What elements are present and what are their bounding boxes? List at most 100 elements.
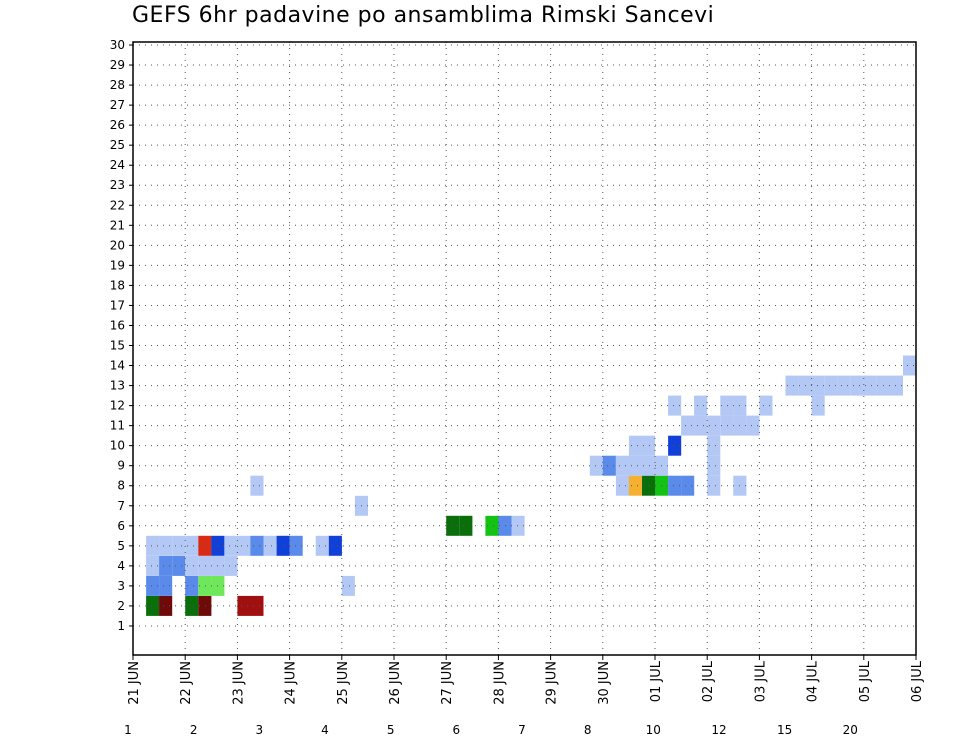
y-tick-label: 3 [117,579,125,593]
heatmap-cell [628,455,642,476]
heatmap-cell [903,355,917,376]
colorbar-label: 1 [124,723,132,737]
heatmap-cell [628,435,642,456]
y-tick-label: 24 [110,158,125,172]
y-tick-label: 8 [117,479,125,493]
y-tick-label: 30 [110,38,125,52]
heatmap-cell [185,555,199,576]
heatmap-cell [681,475,695,496]
y-tick-label: 7 [117,499,125,513]
y-tick-label: 29 [110,58,125,72]
y-tick-label: 14 [110,359,125,373]
heatmap-cell [615,475,629,496]
heatmap-cell [668,395,682,416]
heatmap-cell [315,535,329,556]
heatmap-cell [824,375,838,396]
colorbar-label: 8 [584,723,592,737]
colorbar-label: 4 [321,723,329,737]
heatmap-cell [198,555,212,576]
x-tick-label: 24 JUN [284,661,299,705]
x-tick-label: 29 JUN [545,661,560,705]
heatmap-cell [250,475,264,496]
heatmap-cell [185,575,199,596]
heatmap-cell [263,535,277,556]
heatmap-cell [328,535,342,556]
heatmap-cell [642,455,656,476]
heatmap-cell [198,535,212,556]
heatmap-cell [446,515,460,536]
heatmap-cell [707,415,721,436]
y-tick-label: 2 [117,599,125,613]
heatmap-cell [498,515,512,536]
heatmap-cell [850,375,864,396]
heatmap-cell [642,435,656,456]
x-tick-label: 27 JUN [440,661,455,705]
y-tick-label: 17 [110,298,125,312]
x-tick-label: 23 JUN [231,661,246,705]
heatmap-cell [237,595,251,616]
y-tick-label: 28 [110,78,125,92]
heatmap-cell [668,435,682,456]
heatmap-cell [485,515,499,536]
x-tick-label: 25 JUN [336,661,351,705]
heatmap-cell [198,575,212,596]
heatmap-cell [237,535,251,556]
heatmap-cell [172,535,186,556]
y-tick-label: 21 [110,218,125,232]
heatmap-cell [185,535,199,556]
heatmap-cell [159,595,173,616]
x-tick-label: 21 JUN [127,661,142,705]
heatmap-cell [146,555,160,576]
y-tick-label: 22 [110,198,125,212]
heatmap-cell [159,535,173,556]
y-tick-label: 20 [110,238,125,252]
heatmap-cell [889,375,903,396]
y-tick-label: 18 [110,278,125,292]
colorbar-label: 5 [387,723,395,737]
y-tick-label: 13 [110,379,125,393]
plot-frame [132,41,917,656]
heatmap-cell [159,575,173,596]
heatmap-cell [785,375,799,396]
colorbar-label: 20 [843,723,858,737]
heatmap-cell [811,375,825,396]
y-tick-label: 26 [110,118,125,132]
x-tick-label: 05 JUL [858,660,873,702]
x-tick-label: 02 JUL [701,660,716,702]
y-tick-label: 5 [117,539,125,553]
heatmap-cell [146,595,160,616]
x-tick-label: 28 JUN [492,661,507,705]
heatmap-cell [511,515,525,536]
y-tick-label: 11 [110,419,125,433]
heatmap-cell [642,475,656,496]
colorbar-label: 3 [255,723,263,737]
heatmap-cell [146,575,160,596]
heatmap-cell [863,375,877,396]
heatmap-cell [289,535,303,556]
heatmap-cell [589,455,603,476]
heatmap-cell [224,535,238,556]
colorbar-label: 6 [452,723,460,737]
heatmap-cell [811,395,825,416]
colorbar-label: 2 [190,723,198,737]
heatmap-cell [628,475,642,496]
chart-title: GEFS 6hr padavine po ansamblima Rimski S… [132,3,715,28]
y-tick-label: 1 [117,619,125,633]
heatmap-cell [602,455,616,476]
heatmap-cell [707,435,721,456]
y-tick-label: 9 [117,459,125,473]
x-tick-label: 04 JUL [806,660,821,702]
heatmap-cell [707,455,721,476]
y-tick-label: 10 [110,439,125,453]
x-tick-label: 06 JUL [910,660,925,702]
y-tick-label: 16 [110,318,125,332]
heatmap-cell [681,415,695,436]
x-tick-label: 03 JUL [753,660,768,702]
heatmap-cell [707,475,721,496]
colorbar-label: 7 [518,723,526,737]
heatmap-cell [720,415,734,436]
x-tick-label: 30 JUN [597,661,612,705]
heatmap-cell [172,555,186,576]
heatmap-cell [837,375,851,396]
